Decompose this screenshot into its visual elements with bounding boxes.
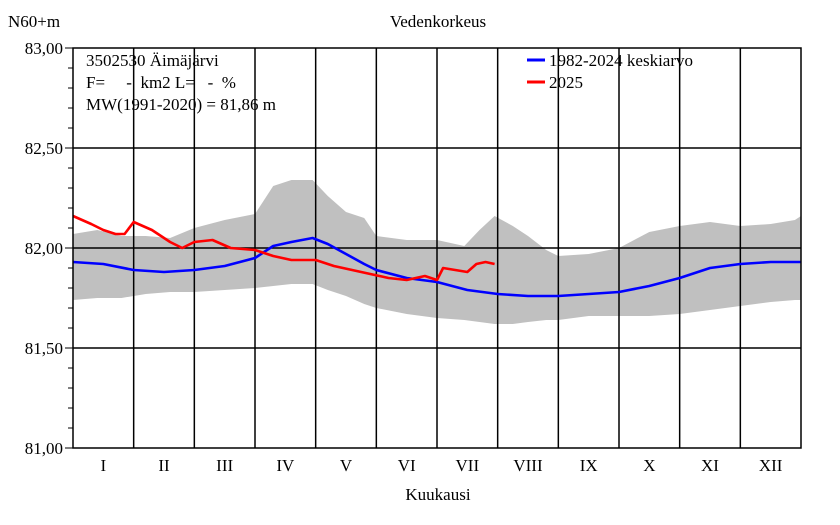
station-info: 3502530 Äimäjärvi F= - km2 L= - % MW(1991-…	[86, 51, 276, 114]
info-line: 3502530 Äimäjärvi	[86, 51, 219, 70]
x-tick-label: V	[340, 456, 353, 475]
current-year-series-line	[72, 214, 495, 282]
grid-lines	[73, 48, 801, 448]
legend: 1982-2024 keskiarvo 2025	[527, 51, 693, 92]
y-tick-label: 81,50	[25, 339, 63, 358]
x-tick-label: XI	[701, 456, 719, 475]
y-tick-label: 82,50	[25, 139, 63, 158]
legend-label: 1982-2024 keskiarvo	[549, 51, 693, 70]
x-tick-label: III	[216, 456, 233, 475]
y-tick-label: 83,00	[25, 39, 63, 58]
x-tick-label: II	[158, 456, 170, 475]
chart-title: Vedenkorkeus	[390, 12, 486, 31]
x-tick-label: IX	[580, 456, 598, 475]
series-lines	[72, 214, 801, 298]
x-tick-label: I	[100, 456, 106, 475]
y-axis-label: N60+m	[8, 12, 60, 31]
average-series-line	[72, 236, 801, 298]
x-tick-label: VII	[456, 456, 480, 475]
plot-frame	[72, 47, 802, 449]
info-line: F= - km2 L= - %	[86, 73, 236, 92]
x-tick-label: IV	[276, 456, 295, 475]
y-tick-label: 82,00	[25, 239, 63, 258]
x-axis-label: Kuukausi	[405, 485, 470, 504]
x-tick-label: XII	[759, 456, 783, 475]
info-line: MW(1991-2020) = 81,86 m	[86, 95, 276, 114]
y-tick-label: 81,00	[25, 439, 63, 458]
x-tick-label: X	[643, 456, 655, 475]
x-tick-label: VI	[398, 456, 416, 475]
x-tick-label: VIII	[513, 456, 543, 475]
legend-label: 2025	[549, 73, 583, 92]
